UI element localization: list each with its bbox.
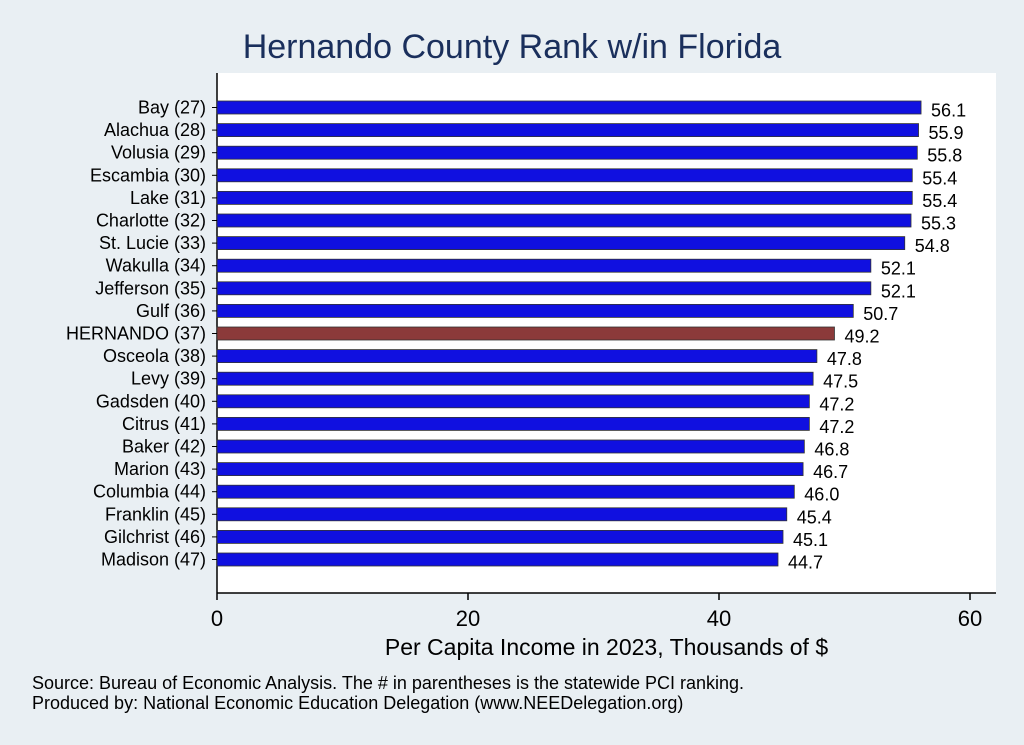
- bar: [216, 371, 814, 386]
- x-tick-label: 60: [958, 606, 982, 631]
- category-label: Citrus (41): [122, 414, 206, 434]
- category-label: Marion (43): [114, 459, 206, 479]
- x-tick-label: 40: [707, 606, 731, 631]
- x-axis-title: Per Capita Income in 2023, Thousands of …: [384, 634, 829, 660]
- value-label: 55.4: [922, 168, 957, 188]
- value-label: 46.8: [814, 440, 849, 460]
- x-tick-label: 0: [211, 606, 223, 631]
- value-label: 46.7: [813, 462, 848, 482]
- category-label: Charlotte (32): [96, 211, 206, 231]
- producer-note: Produced by: National Economic Education…: [32, 693, 684, 713]
- bar: [216, 349, 818, 364]
- bar: [216, 145, 918, 160]
- value-label: 50.7: [863, 304, 898, 324]
- bar: [216, 123, 919, 137]
- source-note: Source: Bureau of Economic Analysis. The…: [32, 673, 745, 693]
- bar: [216, 258, 872, 273]
- bar: [216, 507, 788, 522]
- bar: [216, 484, 795, 499]
- bar: [216, 394, 810, 409]
- category-label: Levy (39): [131, 369, 206, 389]
- value-label: 47.5: [823, 372, 858, 392]
- category-label: Franklin (45): [105, 504, 206, 524]
- value-label: 49.2: [844, 327, 879, 347]
- category-label: Lake (31): [130, 188, 206, 208]
- bar: [216, 303, 854, 318]
- bar: [216, 236, 906, 251]
- bar: [216, 100, 922, 115]
- bar: [216, 281, 872, 296]
- category-label: Gulf (36): [136, 301, 206, 321]
- category-label: Alachua (28): [104, 120, 206, 140]
- category-label: Gilchrist (46): [104, 527, 206, 547]
- value-label: 55.3: [921, 214, 956, 234]
- category-label: Baker (42): [122, 437, 206, 457]
- category-label: Escambia (30): [90, 165, 206, 185]
- bar: [216, 213, 912, 228]
- bar: [216, 552, 779, 567]
- bar: [216, 439, 805, 454]
- value-label: 45.4: [797, 507, 832, 527]
- x-tick-label: 20: [456, 606, 480, 631]
- value-label: 52.1: [881, 259, 916, 279]
- category-label: St. Lucie (33): [99, 233, 206, 253]
- bar: [216, 190, 913, 205]
- value-label: 52.1: [881, 281, 916, 301]
- category-label: HERNANDO (37): [66, 324, 206, 344]
- bar: [216, 462, 804, 477]
- value-label: 54.8: [915, 236, 950, 256]
- value-label: 56.1: [931, 101, 966, 121]
- value-label: 45.1: [793, 530, 828, 550]
- value-label: 46.0: [804, 485, 839, 505]
- value-label: 47.8: [827, 349, 862, 369]
- bar: [216, 530, 784, 544]
- category-label: Bay (27): [138, 98, 206, 118]
- category-label: Madison (47): [101, 550, 206, 570]
- value-label: 47.2: [819, 417, 854, 437]
- value-label: 55.9: [929, 123, 964, 143]
- value-label: 44.7: [788, 553, 823, 573]
- bar: [216, 416, 810, 431]
- value-label: 55.4: [922, 191, 957, 211]
- category-label: Columbia (44): [93, 482, 206, 502]
- bar: [216, 326, 835, 341]
- category-label: Volusia (29): [111, 143, 206, 163]
- category-label: Wakulla (34): [106, 256, 206, 276]
- bar: [216, 168, 913, 183]
- category-label: Gadsden (40): [96, 391, 206, 411]
- value-label: 47.2: [819, 394, 854, 414]
- category-label: Jefferson (35): [95, 278, 206, 298]
- category-label: Osceola (38): [103, 346, 206, 366]
- value-label: 55.8: [927, 146, 962, 166]
- chart-title: Hernando County Rank w/in Florida: [242, 28, 782, 66]
